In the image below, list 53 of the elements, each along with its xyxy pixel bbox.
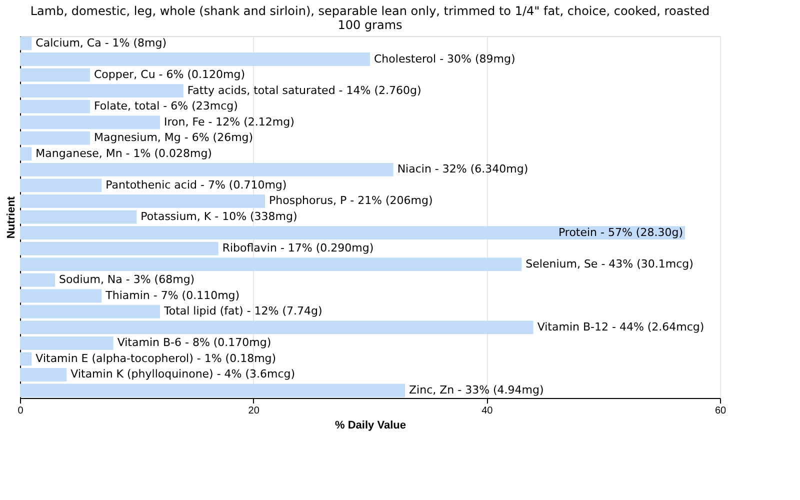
bar [20, 178, 102, 192]
category-label: Niacin - 32% (6.340mg) [397, 162, 528, 176]
category-label: Vitamin E (alpha-tocopherol) - 1% (0.18mg) [36, 352, 276, 365]
bar [20, 210, 137, 224]
category-label: Calcium, Ca - 1% (8mg) [36, 36, 167, 50]
category-label: Vitamin B-12 - 44% (2.64mcg) [537, 320, 704, 334]
category-label: Magnesium, Mg - 6% (26mg) [94, 131, 254, 144]
category-label: Potassium, K - 10% (338mg) [140, 210, 298, 223]
bar [20, 68, 90, 82]
bar [20, 320, 534, 334]
bar [20, 384, 405, 398]
bar [20, 336, 114, 350]
bar [20, 258, 522, 272]
y-axis-title: Nutrient [6, 196, 18, 239]
x-tick-label: 40 [482, 406, 494, 416]
chart-title: Lamb, domestic, leg, whole (shank and sirloin), separable lean only, trimmed to 1/4" fat, choice, cooked, roasted 100 grams [30, 4, 710, 32]
category-label: Cholesterol - 30% (89mg) [374, 52, 516, 66]
category-label: Phosphorus, P - 21% (206mg) [269, 194, 433, 208]
category-label: Selenium, Se - 43% (30.1mcg) [526, 257, 694, 270]
bar [20, 242, 218, 256]
bar [20, 194, 265, 208]
category-label: Thiamin - 7% (0.110mg) [106, 288, 240, 302]
bar [20, 100, 90, 114]
bar [20, 162, 394, 176]
category-label: Riboflavin - 17% (0.290mg) [222, 242, 374, 255]
category-label: Pantothenic acid - 7% (0.710mg) [106, 178, 287, 192]
category-label: Iron, Fe - 12% (2.12mg) [164, 115, 294, 128]
x-tick-label: 20 [248, 406, 260, 416]
bar [20, 147, 32, 161]
bar [20, 116, 160, 130]
bar [20, 352, 32, 366]
category-label: Zinc, Zn - 33% (4.94mg) [409, 384, 544, 397]
bar [20, 84, 184, 98]
category-label: Folate, total - 6% (23mcg) [94, 100, 238, 113]
category-label: Vitamin K (phylloquinone) - 4% (3.6mcg) [70, 368, 296, 381]
bar [20, 52, 370, 66]
x-tick-label: 60 [714, 406, 726, 416]
bar [20, 131, 90, 145]
category-label: Fatty acids, total saturated - 14% (2.760g) [187, 84, 422, 97]
category-label: Total lipid (fat) - 12% (7.74g) [164, 304, 322, 318]
x-axis-title: % Daily Value [335, 420, 406, 432]
bar [20, 273, 55, 287]
bar [20, 368, 67, 382]
x-tick-label: 0 [18, 406, 24, 416]
bar [20, 226, 685, 240]
category-label: Protein - 57% (28.30g) [558, 226, 683, 239]
category-label: Copper, Cu - 6% (0.120mg) [94, 68, 245, 82]
category-label: Manganese, Mn - 1% (0.028mg) [36, 146, 212, 160]
category-label: Sodium, Na - 3% (68mg) [59, 273, 195, 286]
bar [20, 289, 102, 303]
category-label: Vitamin B-6 - 8% (0.170mg) [117, 336, 272, 350]
bar [20, 36, 32, 50]
bar [20, 304, 160, 318]
